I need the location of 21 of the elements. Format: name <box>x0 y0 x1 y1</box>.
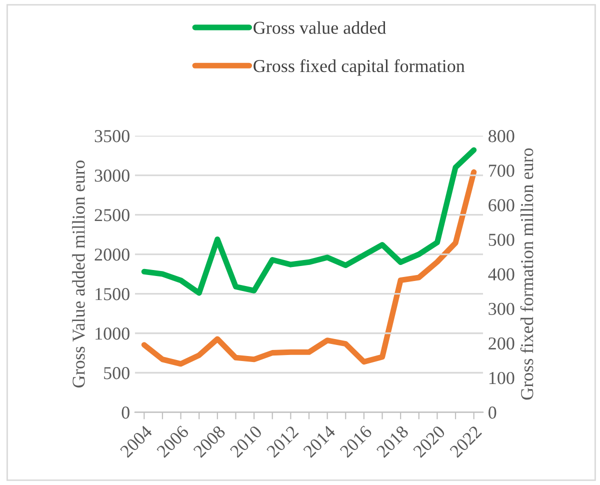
y2-tick-label: 400 <box>488 268 514 280</box>
y-tick-label: 1000 <box>96 328 130 340</box>
y-tick-label: 2500 <box>94 209 130 222</box>
y2-tick-label: 100 <box>489 372 514 384</box>
y2-tick-label: 300 <box>488 302 514 316</box>
y-tick-label: 1500 <box>96 288 130 300</box>
y-tick-label: 0 <box>122 406 130 419</box>
y-tick-label: 500 <box>104 367 130 380</box>
y2-tick-label: 500 <box>488 234 514 246</box>
y2-tick-label: 600 <box>488 199 514 212</box>
y2-axis-title: Gross fixed formation million euro <box>520 148 534 400</box>
y2-tick-label: 800 <box>488 130 514 142</box>
y-tick-label: 3500 <box>94 130 130 142</box>
y2-tick-label: 700 <box>489 164 514 177</box>
y2-tick-label: 0 <box>488 406 496 419</box>
legend-label: Gross fixed capital formation <box>254 59 465 76</box>
legend-label: Gross value added <box>254 21 386 34</box>
y-tick-label: 2000 <box>94 248 130 261</box>
y-tick-label: 3000 <box>94 170 130 182</box>
y2-tick-label: 200 <box>488 337 514 350</box>
y-axis-title: Gross Value added million euro <box>72 160 85 388</box>
